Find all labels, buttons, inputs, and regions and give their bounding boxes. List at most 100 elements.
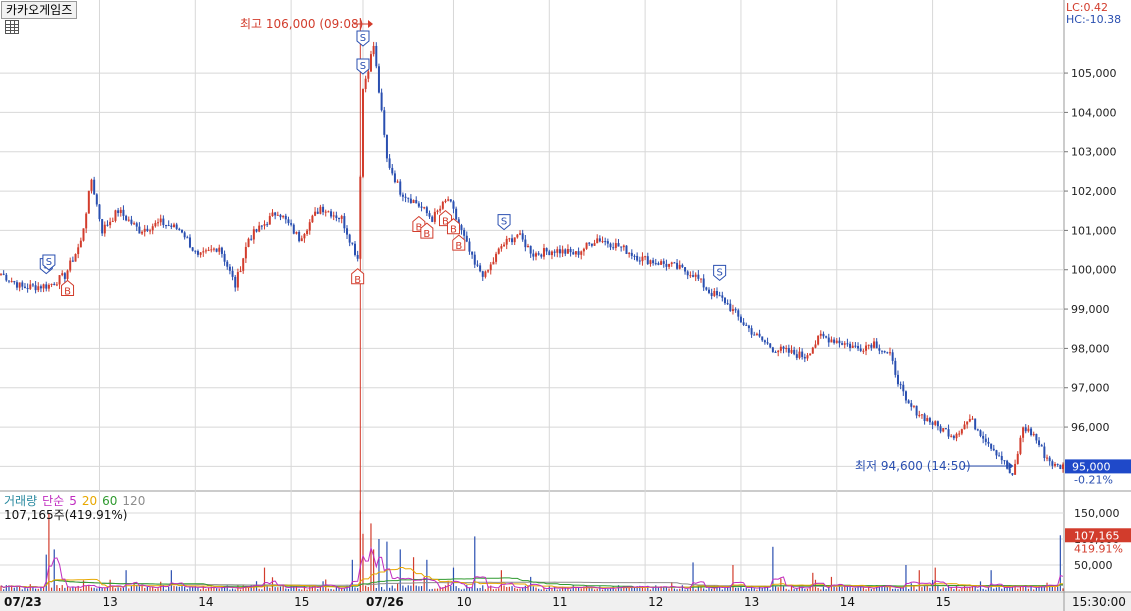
candle-body bbox=[180, 229, 183, 233]
candle-body bbox=[10, 281, 13, 283]
candle-body bbox=[588, 242, 591, 244]
candle-body bbox=[71, 260, 74, 262]
candle-body bbox=[367, 71, 370, 79]
candle-body bbox=[646, 256, 649, 264]
candle-body bbox=[23, 286, 26, 289]
x-tick-label: 15 bbox=[294, 595, 309, 609]
candle-body bbox=[838, 340, 841, 344]
legend-ma5: 5 bbox=[69, 494, 77, 508]
candle-body bbox=[598, 238, 601, 242]
candle-body bbox=[574, 251, 577, 255]
candle-body bbox=[795, 354, 798, 358]
candle-body bbox=[968, 418, 971, 422]
low-arrow-head bbox=[1008, 462, 1014, 470]
candle-body bbox=[103, 224, 106, 234]
candle-body bbox=[21, 282, 24, 287]
volume-legend: 거래량 단순 5 20 60 120 bbox=[4, 492, 150, 509]
candle-body bbox=[952, 435, 955, 439]
candle-body bbox=[990, 443, 993, 449]
candle-body bbox=[984, 438, 987, 442]
candle-body bbox=[833, 339, 836, 343]
candle-body bbox=[737, 310, 740, 317]
candle-body bbox=[505, 238, 508, 245]
candle-body bbox=[606, 241, 609, 244]
candle-body bbox=[346, 228, 349, 235]
candle-body bbox=[39, 286, 42, 289]
volume-ma5-line bbox=[0, 546, 1064, 590]
current-price: 95,000 bbox=[1072, 460, 1111, 473]
candle-body bbox=[45, 284, 48, 289]
stock-name-box[interactable]: 카카오게임즈 bbox=[1, 1, 78, 19]
lc-label: LC:0.42 bbox=[1066, 1, 1109, 14]
candle-body bbox=[247, 238, 250, 247]
candle-body bbox=[138, 226, 141, 234]
price-tick-label: 104,000 bbox=[1071, 106, 1117, 119]
candle-body bbox=[417, 203, 420, 207]
candle-body bbox=[657, 263, 660, 265]
candle-body bbox=[896, 374, 899, 385]
sell-signal-marker: S bbox=[42, 254, 56, 271]
candle-body bbox=[636, 255, 639, 261]
candle-body bbox=[731, 309, 734, 311]
candle-body bbox=[612, 247, 615, 249]
price-tick-label: 101,000 bbox=[1071, 224, 1117, 237]
stock-name[interactable]: 카카오게임즈 bbox=[6, 3, 73, 17]
x-tick-label: 14 bbox=[198, 595, 213, 609]
candle-body bbox=[170, 225, 173, 227]
candle-body bbox=[444, 200, 447, 202]
candle-body bbox=[1003, 460, 1006, 462]
candle-body bbox=[891, 352, 894, 361]
signal-letter: B bbox=[455, 241, 462, 252]
candle-body bbox=[319, 206, 322, 214]
candle-body bbox=[577, 251, 580, 255]
today-volume-text: 107,165주(419.91%) bbox=[4, 508, 128, 522]
candle-body bbox=[218, 247, 221, 252]
candle-body bbox=[274, 212, 277, 216]
candle-body bbox=[867, 344, 870, 346]
candle-body bbox=[1051, 461, 1054, 466]
candle-body bbox=[609, 243, 612, 248]
candle-body bbox=[348, 234, 351, 243]
candle-body bbox=[601, 241, 604, 243]
candle-body bbox=[500, 246, 503, 249]
candle-body bbox=[537, 253, 540, 255]
candle-body bbox=[569, 248, 572, 253]
price-tick-label: 97,000 bbox=[1071, 382, 1110, 395]
candle-body bbox=[1024, 427, 1027, 432]
sell-signal-marker: S bbox=[713, 264, 727, 282]
candle-body bbox=[298, 231, 301, 242]
candle-body bbox=[846, 343, 849, 345]
candle-body bbox=[117, 210, 120, 213]
candle-body bbox=[74, 254, 77, 262]
buy-signal-marker: B bbox=[438, 210, 452, 228]
candle-body bbox=[1030, 428, 1033, 436]
candle-body bbox=[527, 245, 530, 248]
price-tick-label: 102,000 bbox=[1071, 185, 1117, 198]
candle-body bbox=[692, 275, 695, 277]
candle-body bbox=[141, 231, 144, 234]
x-tick-label: 13 bbox=[102, 595, 117, 609]
grid-table-icon[interactable] bbox=[5, 20, 19, 34]
signal-letter: B bbox=[442, 217, 449, 228]
candle-body bbox=[428, 213, 431, 217]
current-volume-ratio: 419.91% bbox=[1074, 542, 1123, 555]
candle-body bbox=[149, 230, 152, 232]
candle-body bbox=[423, 207, 426, 209]
candle-body bbox=[55, 284, 58, 286]
candle-body bbox=[77, 247, 80, 255]
candle-body bbox=[944, 428, 947, 430]
candle-body bbox=[492, 261, 495, 265]
price-tick-label: 100,000 bbox=[1071, 264, 1117, 277]
candle-body bbox=[34, 285, 37, 291]
x-tick-label: 11 bbox=[552, 595, 567, 609]
candle-body bbox=[670, 262, 673, 265]
candle-body bbox=[266, 224, 269, 226]
candle-body bbox=[497, 248, 500, 254]
candle-body bbox=[702, 278, 705, 288]
candle-body bbox=[372, 45, 375, 55]
candle-body bbox=[966, 421, 969, 425]
candle-body bbox=[907, 400, 910, 404]
candle-body bbox=[314, 211, 317, 216]
candle-body bbox=[974, 418, 977, 430]
